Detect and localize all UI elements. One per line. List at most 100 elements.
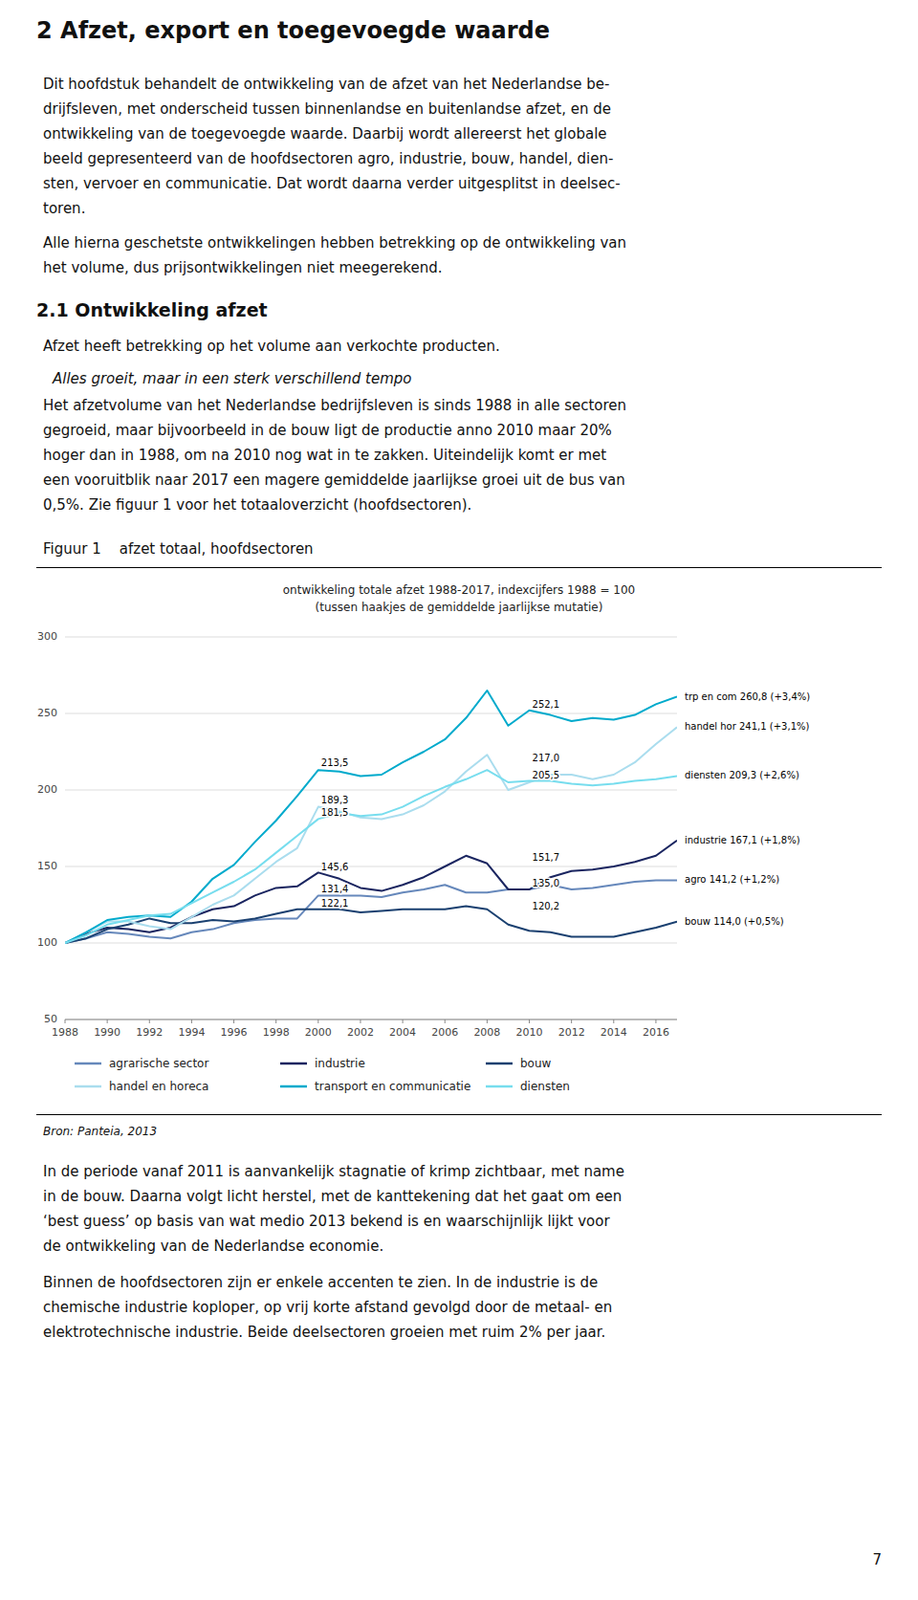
grid-line <box>65 942 678 944</box>
section-intro: Afzet heeft betrekking op het volume aan… <box>43 333 918 359</box>
x-tick <box>402 1019 404 1024</box>
grid-line <box>65 713 678 715</box>
x-tick <box>191 1019 193 1024</box>
legend-swatch <box>280 1085 307 1089</box>
intro-paragraph: Alle hierna geschetste ontwikkelingen he… <box>43 230 918 281</box>
end-label: handel hor 241,1 (+3,1%) <box>684 721 809 732</box>
text-line: in de bouw. Daarna volgt licht herstel, … <box>43 1183 918 1209</box>
chart-svg: 5010015020025030019881990199219941996199… <box>19 623 880 1107</box>
subsection-title: Alles groeit, maar in een sterk verschil… <box>52 366 918 392</box>
series-line <box>65 726 678 943</box>
series-line <box>65 769 678 943</box>
source-note: Bron: Panteia, 2013 <box>43 1122 918 1140</box>
x-tick-label: 1992 <box>135 1026 163 1039</box>
annotation: 205,5 <box>532 769 561 781</box>
text-line: ‘best guess’ op basis van wat medio 2013… <box>43 1208 918 1234</box>
x-tick <box>233 1019 235 1024</box>
grid-line <box>65 866 678 868</box>
end-label: agro 141,2 (+1,2%) <box>684 874 780 885</box>
rule <box>36 1114 882 1115</box>
x-tick <box>359 1019 361 1024</box>
x-tick-label: 2006 <box>431 1026 459 1039</box>
legend-label: bouw <box>520 1056 552 1071</box>
body-paragraph: Het afzetvolume van het Nederlandse bedr… <box>43 393 918 518</box>
x-tick <box>107 1019 109 1024</box>
legend-label: industrie <box>314 1056 366 1071</box>
x-axis-line <box>65 1019 678 1021</box>
x-tick <box>65 1019 66 1024</box>
y-tick-label: 50 <box>43 1012 58 1026</box>
annotation: 135,0 <box>532 877 561 889</box>
end-label: industrie 167,1 (+1,8%) <box>684 834 801 846</box>
annotation: 213,5 <box>321 757 350 768</box>
series-line <box>65 906 678 943</box>
text-line: Alle hierna geschetste ontwikkelingen he… <box>43 230 918 256</box>
legend-swatch <box>485 1085 513 1089</box>
grid-line <box>65 636 678 638</box>
annotation: 122,1 <box>321 897 350 909</box>
chapter-title: 2 Afzet, export en toegevoegde waarde <box>0 0 918 45</box>
annotation: 181,5 <box>321 807 350 818</box>
x-tick-label: 2008 <box>473 1026 501 1039</box>
x-tick-label: 2014 <box>600 1026 628 1039</box>
end-label: bouw 114,0 (+0,5%) <box>684 916 785 927</box>
y-tick-label: 150 <box>37 859 58 873</box>
legend-swatch <box>74 1085 102 1089</box>
text-line: hoger dan in 1988, om na 2010 nog wat in… <box>43 442 918 468</box>
x-tick <box>570 1019 572 1024</box>
x-tick-label: 2002 <box>347 1026 374 1039</box>
text-line: het volume, dus prijsontwikkelingen niet… <box>43 255 918 281</box>
page-number: 7 <box>0 1551 882 1569</box>
text-line: In de periode vanaf 2011 is aanvankelijk… <box>43 1158 918 1184</box>
axes: 5010015020025030019881990199219941996199… <box>37 630 678 1039</box>
section-title: 2.1 Ontwikkeling afzet <box>36 297 918 323</box>
x-tick-label: 1996 <box>220 1026 248 1039</box>
text-line: sten, vervoer en communicatie. Dat wordt… <box>43 171 918 197</box>
x-tick <box>275 1019 277 1024</box>
legend-label: agrarische sector <box>109 1056 209 1071</box>
legend: agrarische sector industrie bouw handel en … <box>74 1056 570 1093</box>
annotations: 213,5189,3181,5145,6131,4122,1252,1217,0… <box>321 691 810 927</box>
text-line: de ontwikkeling van de Nederlandse econo… <box>43 1233 918 1259</box>
x-tick-label: 2016 <box>642 1026 670 1039</box>
end-label: trp en com 260,8 (+3,4%) <box>684 691 810 702</box>
text-line: chemische industrie koploper, op vrij ko… <box>43 1294 918 1320</box>
footer-paragraph: Binnen de hoofdsectoren zijn er enkele a… <box>43 1269 918 1345</box>
annotation: 120,2 <box>532 900 561 912</box>
chart-subtitle: (tussen haakjes de gemiddelde jaarlijkse… <box>0 598 918 616</box>
x-tick-label: 1998 <box>262 1026 290 1039</box>
legend-label: handel en horeca <box>109 1079 209 1093</box>
legend-swatch <box>485 1062 513 1066</box>
grid-line <box>65 789 678 791</box>
x-tick <box>655 1019 656 1024</box>
text-line: Het afzetvolume van het Nederlandse bedr… <box>43 393 918 418</box>
annotation: 131,4 <box>321 883 350 895</box>
x-tick <box>149 1019 151 1024</box>
x-tick-label: 1990 <box>93 1026 121 1039</box>
annotation: 252,1 <box>532 699 561 710</box>
x-tick <box>444 1019 446 1024</box>
intro-paragraph: Dit hoofdstuk behandelt de ontwikkeling … <box>43 71 918 221</box>
end-label: diensten 209,3 (+2,6%) <box>684 769 800 781</box>
x-tick <box>486 1019 488 1024</box>
chart: 5010015020025030019881990199219941996199… <box>19 623 880 1107</box>
y-tick-label: 100 <box>37 936 58 949</box>
text-line: gegroeid, maar bijvoorbeeld in de bouw l… <box>43 417 918 443</box>
legend-swatch <box>280 1062 307 1066</box>
text-line: ontwikkeling van de toegevoegde waarde. … <box>43 121 918 147</box>
x-tick-label: 2010 <box>516 1026 544 1039</box>
y-tick-label: 200 <box>37 783 58 796</box>
text-line: elektrotechnische industrie. Beide deels… <box>43 1319 918 1345</box>
y-tick-label: 300 <box>37 630 58 643</box>
text-line: een vooruitblik naar 2017 een magere gem… <box>43 467 918 493</box>
y-tick-label: 250 <box>37 706 58 720</box>
x-tick-label: 2000 <box>305 1026 332 1039</box>
text-line: beeld gepresenteerd van de hoofdsectoren… <box>43 146 918 172</box>
x-tick-label: 2004 <box>389 1026 416 1039</box>
annotation: 151,7 <box>532 852 561 863</box>
text-line: Dit hoofdstuk behandelt de ontwikkeling … <box>43 71 918 97</box>
text-line: drijfsleven, met onderscheid tussen binn… <box>43 96 918 122</box>
series-line <box>65 690 678 943</box>
legend-label: diensten <box>520 1079 570 1093</box>
x-tick <box>612 1019 614 1024</box>
